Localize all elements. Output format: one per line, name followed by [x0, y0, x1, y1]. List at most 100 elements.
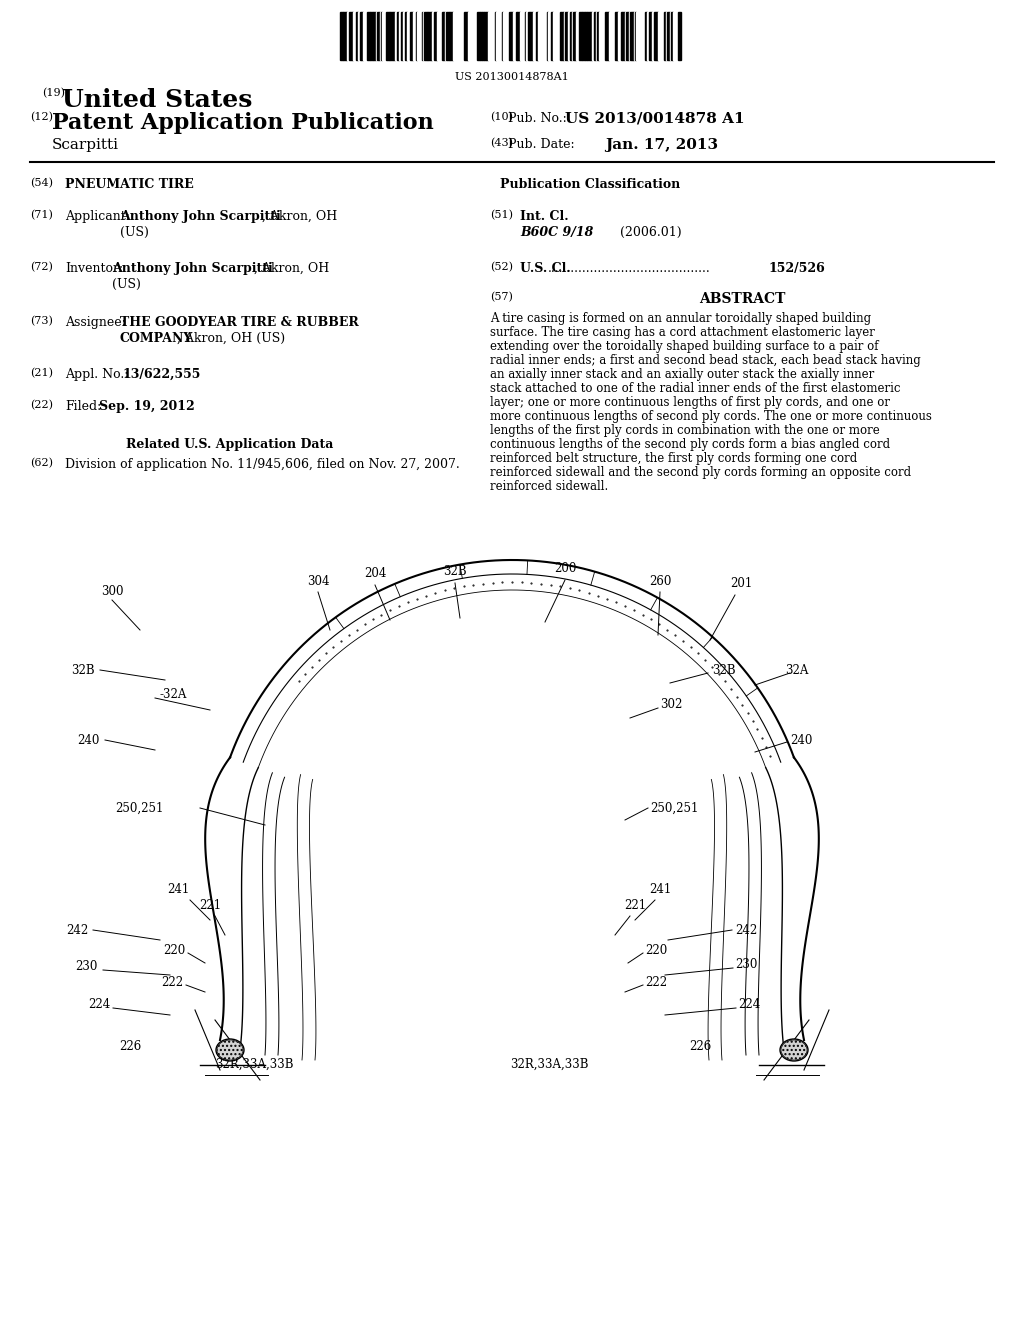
Bar [612, 12, 615, 59]
Text: Pub. Date:: Pub. Date: [508, 139, 574, 150]
Text: 226: 226 [689, 1040, 711, 1053]
Text: (US): (US) [120, 226, 148, 239]
Text: Sep. 19, 2012: Sep. 19, 2012 [99, 400, 195, 413]
Bar [534, 12, 536, 59]
Bar [626, 12, 629, 59]
Bar [361, 12, 362, 59]
Bar [622, 12, 625, 59]
Bar [499, 12, 502, 59]
Text: United States: United States [62, 88, 252, 112]
Bar [662, 12, 664, 59]
Bar [367, 12, 370, 59]
Bar [453, 12, 456, 59]
Bar [406, 12, 407, 59]
Text: (62): (62) [30, 458, 53, 469]
Bar [461, 12, 464, 59]
Bar [645, 12, 647, 59]
Ellipse shape [216, 1039, 244, 1061]
Bar [349, 12, 352, 59]
Bar [505, 12, 508, 59]
Bar [573, 12, 575, 59]
Bar [678, 12, 681, 59]
Text: 222: 222 [161, 975, 183, 989]
Bar [356, 12, 358, 59]
Text: Inventor:: Inventor: [65, 261, 123, 275]
Text: -32A: -32A [160, 689, 187, 701]
Bar [654, 12, 656, 59]
Text: 242: 242 [735, 924, 758, 936]
Text: 200: 200 [554, 562, 577, 576]
Bar [667, 12, 670, 59]
Text: an axially inner stack and an axially outer stack the axially inner: an axially inner stack and an axially ou… [490, 368, 874, 381]
Text: ..........................................: ........................................… [548, 261, 711, 275]
Text: 152/526: 152/526 [768, 261, 824, 275]
Bar [459, 12, 461, 59]
Text: Filed:: Filed: [65, 400, 101, 413]
Bar [511, 12, 513, 59]
Bar [382, 12, 384, 59]
Bar [488, 12, 490, 59]
Bar [370, 12, 373, 59]
Text: , Akron, OH (US): , Akron, OH (US) [177, 333, 285, 345]
Text: Anthony John Scarpitti: Anthony John Scarpitti [120, 210, 281, 223]
Bar [538, 12, 540, 59]
Bar [432, 12, 434, 59]
Text: 32B: 32B [712, 664, 735, 676]
Bar [403, 12, 406, 59]
Bar [492, 12, 495, 59]
Bar [560, 12, 563, 59]
Bar [390, 12, 393, 59]
Text: A tire casing is formed on an annular toroidally shaped building: A tire casing is formed on an annular to… [490, 312, 871, 325]
Bar [410, 12, 413, 59]
Text: Division of application No. 11/945,606, filed on Nov. 27, 2007.: Division of application No. 11/945,606, … [65, 458, 460, 471]
Text: 13/622,555: 13/622,555 [123, 368, 202, 381]
Bar [540, 12, 543, 59]
Text: 226: 226 [119, 1040, 141, 1053]
Bar [413, 12, 415, 59]
Text: (US): (US) [112, 279, 141, 290]
Text: , Akron, OH: , Akron, OH [254, 261, 330, 275]
Bar [658, 12, 662, 59]
Bar [673, 12, 676, 59]
Bar [464, 12, 467, 59]
Text: 250,251: 250,251 [115, 801, 164, 814]
Bar [477, 12, 480, 59]
Bar [522, 12, 525, 59]
Text: 221: 221 [624, 899, 646, 912]
Bar [473, 12, 476, 59]
Bar [551, 12, 553, 59]
Text: reinforced sidewall.: reinforced sidewall. [490, 480, 608, 492]
Bar [373, 12, 376, 59]
Bar [439, 12, 442, 59]
Text: (51): (51) [490, 210, 513, 220]
Bar [340, 12, 343, 59]
Text: (10): (10) [490, 112, 513, 123]
Bar [594, 12, 596, 59]
Text: 224: 224 [88, 998, 111, 1011]
Bar [450, 12, 453, 59]
Text: 204: 204 [364, 568, 386, 579]
Bar [353, 12, 356, 59]
Text: continuous lengths of the second ply cords form a bias angled cord: continuous lengths of the second ply cor… [490, 438, 890, 451]
Text: 241: 241 [649, 883, 671, 896]
Bar [468, 12, 470, 59]
Text: THE GOODYEAR TIRE & RUBBER: THE GOODYEAR TIRE & RUBBER [120, 315, 358, 329]
Bar [358, 12, 360, 59]
Text: 221: 221 [199, 899, 221, 912]
Text: 32B: 32B [443, 565, 467, 578]
Text: (2006.01): (2006.01) [620, 226, 682, 239]
Text: Anthony John Scarpitti: Anthony John Scarpitti [112, 261, 272, 275]
Text: 224: 224 [738, 998, 760, 1011]
Text: 260: 260 [649, 576, 671, 587]
Bar [585, 12, 587, 59]
Bar [395, 12, 397, 59]
Bar [377, 12, 380, 59]
Bar [419, 12, 422, 59]
Bar [428, 12, 431, 59]
Bar [553, 12, 556, 59]
Bar [556, 12, 559, 59]
Bar [424, 12, 427, 59]
Bar [486, 12, 488, 59]
Bar [397, 12, 399, 59]
Text: 302: 302 [660, 698, 682, 711]
